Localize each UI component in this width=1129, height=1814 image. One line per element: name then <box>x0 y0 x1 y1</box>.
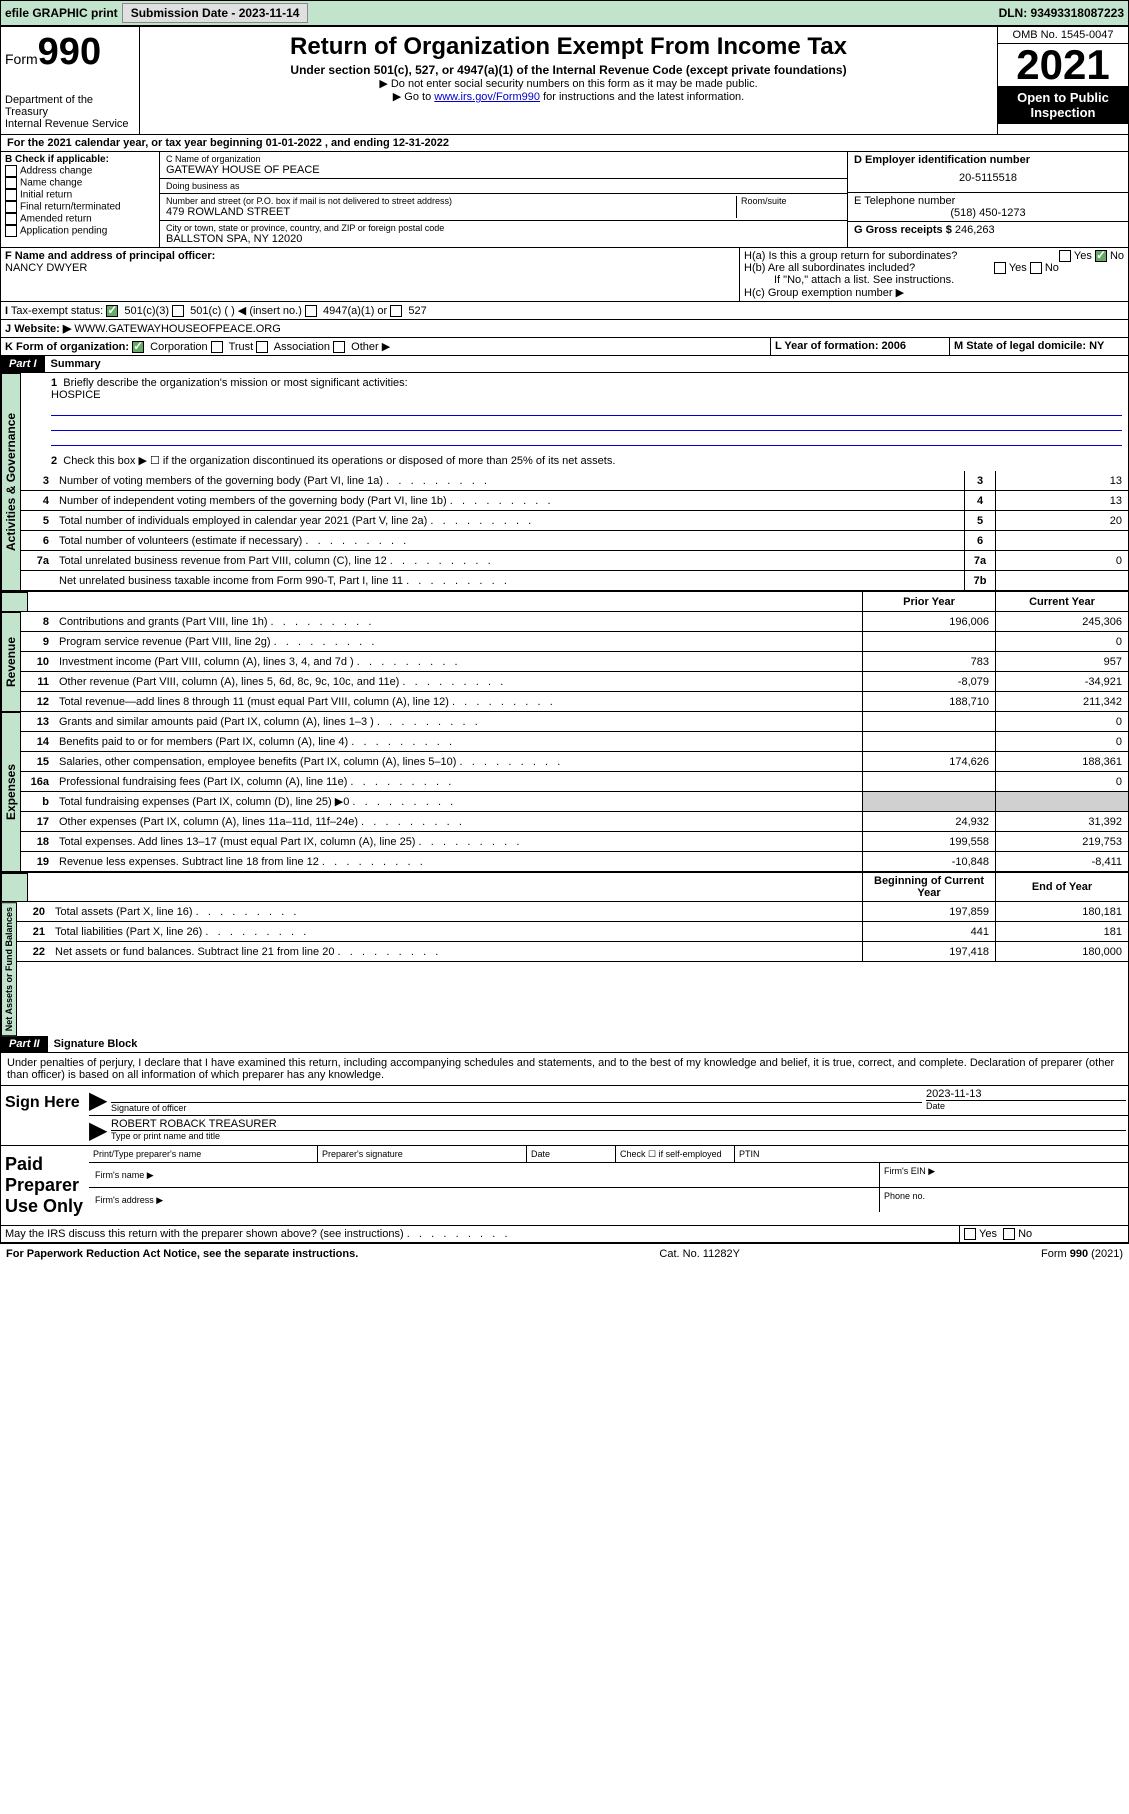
city-state-zip: BALLSTON SPA, NY 12020 <box>166 233 841 245</box>
footer-left: For Paperwork Reduction Act Notice, see … <box>6 1248 358 1260</box>
website-value: WWW.GATEWAYHOUSEOFPEACE.ORG <box>74 323 280 335</box>
checkbox[interactable] <box>5 165 17 177</box>
checkbox[interactable] <box>964 1228 976 1240</box>
part-2-header: Part II <box>1 1036 48 1052</box>
top-bar: efile GRAPHIC print Submission Date - 20… <box>0 0 1129 26</box>
tab-net-assets: Net Assets or Fund Balances <box>1 902 17 1036</box>
section-b: B Check if applicable: Address change Na… <box>1 152 160 247</box>
checkbox-checked[interactable] <box>106 305 118 317</box>
efile-label: efile GRAPHIC print <box>5 6 118 20</box>
signature-date: 2023-11-13 <box>926 1088 1126 1100</box>
tab-activities-governance: Activities & Governance <box>1 373 21 591</box>
open-public-label: Open to Public Inspection <box>998 86 1128 124</box>
footer-right: Form 990 (2021) <box>1041 1248 1123 1260</box>
tab-revenue: Revenue <box>1 612 21 712</box>
form-number: 990 <box>38 31 101 73</box>
phone-value: (518) 450-1273 <box>854 207 1122 219</box>
checkbox[interactable] <box>390 305 402 317</box>
irs-link[interactable]: www.irs.gov/Form990 <box>434 91 540 103</box>
gross-receipts: 246,263 <box>955 224 995 236</box>
officer-signature-name: ROBERT ROBACK TREASURER <box>111 1118 1126 1130</box>
irs-label: Internal Revenue Service <box>5 118 135 130</box>
paid-preparer-label: Paid Preparer Use Only <box>1 1146 89 1225</box>
checkbox-checked[interactable] <box>1095 250 1107 262</box>
submission-date-button[interactable]: Submission Date - 2023-11-14 <box>122 3 309 23</box>
sign-here-label: Sign Here <box>1 1086 89 1145</box>
tab-expenses: Expenses <box>1 712 21 872</box>
declaration-text: Under penalties of perjury, I declare th… <box>1 1053 1128 1086</box>
mission-text: HOSPICE <box>51 389 101 401</box>
checkbox[interactable] <box>256 341 268 353</box>
checkbox[interactable] <box>5 213 17 225</box>
form-label: Form <box>5 51 38 67</box>
checkbox[interactable] <box>5 189 17 201</box>
street-address: 479 ROWLAND STREET <box>166 206 736 218</box>
instr-1: ▶ Do not enter social security numbers o… <box>144 77 993 90</box>
checkbox[interactable] <box>1059 250 1071 262</box>
subtitle: Under section 501(c), 527, or 4947(a)(1)… <box>144 63 993 77</box>
checkbox[interactable] <box>5 177 17 189</box>
checkbox-checked[interactable] <box>132 341 144 353</box>
dln-label: DLN: 93493318087223 <box>999 6 1124 20</box>
officer-name: NANCY DWYER <box>5 262 87 274</box>
section-a: For the 2021 calendar year, or tax year … <box>1 135 1128 152</box>
form-title: Return of Organization Exempt From Incom… <box>144 33 993 61</box>
org-name: GATEWAY HOUSE OF PEACE <box>166 164 841 176</box>
checkbox[interactable] <box>211 341 223 353</box>
form-header: Form990 Department of the Treasury Inter… <box>1 27 1128 135</box>
footer-mid: Cat. No. 11282Y <box>659 1248 740 1260</box>
part-1-header: Part I <box>1 356 45 372</box>
checkbox[interactable] <box>5 201 17 213</box>
checkbox[interactable] <box>994 262 1006 274</box>
checkbox[interactable] <box>172 305 184 317</box>
checkbox[interactable] <box>1003 1228 1015 1240</box>
checkbox[interactable] <box>305 305 317 317</box>
dept-label: Department of the Treasury <box>5 94 135 118</box>
tax-year: 2021 <box>998 44 1128 86</box>
checkbox[interactable] <box>5 225 17 237</box>
checkbox[interactable] <box>1030 262 1042 274</box>
checkbox[interactable] <box>333 341 345 353</box>
ein-value: 20-5115518 <box>854 166 1122 190</box>
